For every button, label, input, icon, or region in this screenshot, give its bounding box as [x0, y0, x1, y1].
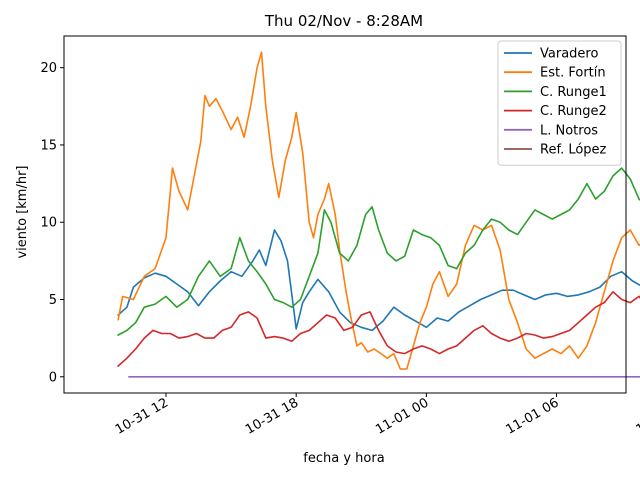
x-axis-label: fecha y hora	[303, 451, 384, 466]
series-line-1	[117, 51, 640, 370]
legend-label-5: Ref. López	[540, 143, 607, 158]
series-line-0	[117, 229, 640, 332]
legend-label-1: Est. Fortín	[540, 66, 606, 81]
legend-label-0: Varadero	[540, 47, 598, 62]
y-tick-label-0: 0	[49, 370, 57, 385]
legend: Varadero Est. Fortín C. Runge1 C. Runge2 L. …	[497, 40, 622, 166]
plot-lines	[117, 51, 640, 378]
legend-label-3: C. Runge2	[540, 104, 607, 119]
plot-frame	[63, 35, 627, 394]
y-tick-label-1: 5	[49, 293, 57, 308]
y-tick-label-4: 20	[40, 61, 57, 76]
y-tick-label-2: 10	[40, 216, 57, 231]
chart-title: Thu 02/Nov - 8:28AM	[264, 12, 423, 30]
legend-label-4: L. Notros	[540, 123, 598, 138]
y-axis-label: viento [km/hr]	[15, 165, 30, 258]
series-line-2	[117, 167, 640, 337]
y-tick-label-3: 15	[40, 138, 57, 153]
legend-label-2: C. Runge1	[540, 85, 607, 100]
series-line-3	[117, 291, 640, 368]
